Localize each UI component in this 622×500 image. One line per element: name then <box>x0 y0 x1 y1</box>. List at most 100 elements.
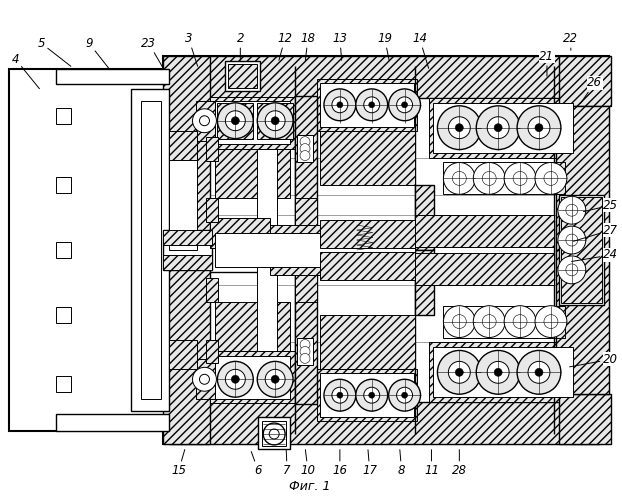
Bar <box>210 228 419 272</box>
Circle shape <box>558 256 586 284</box>
Text: 13: 13 <box>332 32 347 60</box>
Bar <box>141 101 160 399</box>
Bar <box>414 253 554 285</box>
Text: 25: 25 <box>583 198 618 212</box>
Bar <box>258 417 290 449</box>
Text: 11: 11 <box>424 450 439 477</box>
Text: 12: 12 <box>277 32 292 60</box>
Bar <box>163 56 210 444</box>
Text: 24: 24 <box>572 248 618 262</box>
Circle shape <box>482 314 496 328</box>
Circle shape <box>476 350 520 394</box>
Circle shape <box>443 162 475 194</box>
Bar <box>295 198 317 250</box>
Bar <box>215 356 290 399</box>
Text: 16: 16 <box>332 450 347 477</box>
Bar <box>195 360 215 399</box>
Bar <box>56 414 169 431</box>
Text: 20: 20 <box>570 353 618 367</box>
Bar <box>56 376 71 392</box>
Circle shape <box>332 387 348 403</box>
Bar <box>443 162 565 194</box>
Text: 4: 4 <box>12 52 39 88</box>
Bar <box>169 130 197 160</box>
Bar <box>297 134 313 162</box>
Circle shape <box>473 306 505 338</box>
Bar <box>320 130 414 186</box>
Circle shape <box>494 368 502 376</box>
Circle shape <box>271 376 279 384</box>
Bar <box>218 103 253 138</box>
Circle shape <box>476 106 520 150</box>
Circle shape <box>337 392 343 398</box>
Circle shape <box>324 89 356 120</box>
Bar <box>169 56 599 98</box>
Bar <box>295 96 317 404</box>
Bar <box>559 196 604 304</box>
Text: 27: 27 <box>573 224 618 241</box>
Bar <box>56 69 169 84</box>
Text: 9: 9 <box>85 36 109 69</box>
Circle shape <box>300 136 310 146</box>
Circle shape <box>504 162 536 194</box>
Bar <box>163 56 609 444</box>
Text: 10: 10 <box>300 450 315 477</box>
Circle shape <box>231 116 239 124</box>
Bar <box>56 306 71 322</box>
Bar <box>210 97 295 148</box>
Circle shape <box>528 116 550 138</box>
Circle shape <box>535 306 567 338</box>
Bar <box>320 252 414 280</box>
Circle shape <box>193 109 216 132</box>
Circle shape <box>535 368 543 376</box>
Circle shape <box>364 387 379 403</box>
Bar <box>297 338 313 365</box>
Circle shape <box>544 172 558 185</box>
Bar <box>207 278 218 301</box>
Text: 2: 2 <box>236 32 244 60</box>
Circle shape <box>332 97 348 113</box>
Text: 6: 6 <box>251 452 262 477</box>
Circle shape <box>225 111 245 130</box>
Circle shape <box>300 354 310 364</box>
Bar <box>414 186 434 250</box>
Bar <box>414 215 554 247</box>
Circle shape <box>437 106 481 150</box>
Bar <box>320 314 414 370</box>
Bar <box>262 421 286 446</box>
Bar <box>270 225 320 241</box>
Circle shape <box>265 111 285 130</box>
Text: 18: 18 <box>300 32 315 60</box>
Circle shape <box>487 116 509 138</box>
Circle shape <box>397 387 412 403</box>
Circle shape <box>566 264 578 276</box>
Circle shape <box>369 392 374 398</box>
Bar <box>429 98 579 158</box>
Circle shape <box>300 346 310 356</box>
Bar <box>225 61 260 91</box>
Circle shape <box>397 97 412 113</box>
Circle shape <box>258 103 293 138</box>
Circle shape <box>535 124 543 132</box>
Bar <box>210 352 295 403</box>
Circle shape <box>544 314 558 328</box>
Bar <box>556 250 609 394</box>
Bar <box>215 148 290 198</box>
Circle shape <box>225 370 245 389</box>
Bar <box>207 136 218 160</box>
Bar <box>56 178 71 194</box>
Circle shape <box>535 162 567 194</box>
Bar <box>414 220 554 280</box>
Text: Фиг. 1: Фиг. 1 <box>289 480 331 493</box>
Circle shape <box>448 116 470 138</box>
Bar <box>169 340 197 370</box>
Circle shape <box>193 368 216 391</box>
Bar <box>228 64 258 88</box>
Circle shape <box>455 368 463 376</box>
Circle shape <box>437 350 481 394</box>
Bar <box>561 198 601 302</box>
Circle shape <box>402 102 407 108</box>
Text: 21: 21 <box>539 50 554 76</box>
Circle shape <box>566 204 578 216</box>
Bar <box>320 374 414 417</box>
